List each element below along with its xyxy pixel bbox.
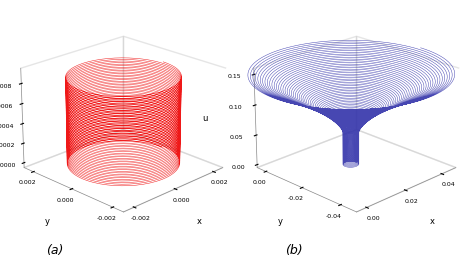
X-axis label: x: x <box>430 218 435 226</box>
Y-axis label: y: y <box>278 218 283 226</box>
Y-axis label: y: y <box>45 218 50 226</box>
X-axis label: x: x <box>197 218 202 226</box>
Text: (a): (a) <box>46 244 63 257</box>
Text: (b): (b) <box>285 244 303 257</box>
